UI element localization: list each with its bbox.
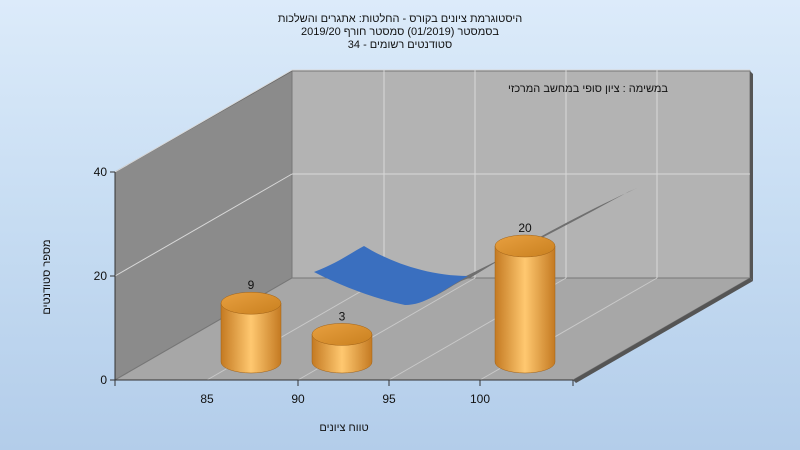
chart-title-line-3: סטודנטים רשומים - 34 <box>347 39 453 51</box>
distribution-curve <box>314 246 468 305</box>
bar-body <box>220 302 282 374</box>
x-tick-label: 95 <box>382 392 396 406</box>
x-tick-label: 100 <box>470 392 490 406</box>
grid-lines <box>114 69 750 381</box>
bar-100: 20 <box>494 221 556 374</box>
distribution-curve-shadow <box>405 188 637 305</box>
right-edge-shadow <box>750 71 753 281</box>
x-axis-label: טווח ציונים <box>319 422 368 434</box>
bar-cap <box>494 234 556 258</box>
chart-subtitle: במשימה : ציון סופי במחשב המרכזי <box>508 83 668 95</box>
bar-90: 3 <box>311 309 373 374</box>
chart-title-line-2: בסמסטר (01/2019) סמסטר חורף 2019/20 <box>300 26 500 38</box>
y-tick-label: 20 <box>94 269 108 283</box>
bar-value-label: 9 <box>248 278 255 292</box>
bar-cap <box>220 291 282 315</box>
bar-85: 9 <box>220 278 282 374</box>
y-tick-label: 0 <box>100 373 107 387</box>
grid-line-left <box>114 173 293 277</box>
y-tick-label: 40 <box>94 165 108 179</box>
x-tick-label: 85 <box>200 392 214 406</box>
y-axis-label: מספר סטודנטים <box>41 239 53 314</box>
bar-value-label: 20 <box>518 221 532 235</box>
bar-cap <box>311 323 373 346</box>
floor-edge-shadow <box>573 278 753 383</box>
grid-line-left <box>114 69 293 173</box>
bar-body <box>494 245 556 374</box>
chart-title-line-1: היסטוגרמת ציונים בקורס - החלטות: אתגרים … <box>277 13 523 25</box>
bar-value-label: 3 <box>339 309 346 323</box>
x-tick-label: 90 <box>291 392 305 406</box>
